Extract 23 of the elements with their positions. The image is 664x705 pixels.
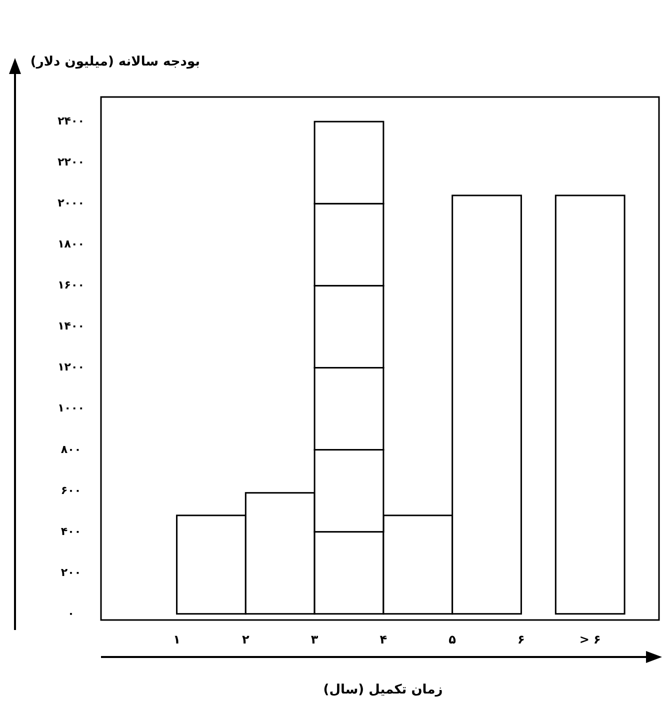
x-tick-label: > ۶ xyxy=(579,632,601,646)
y-tick-label: ۲۲۰۰ xyxy=(58,156,84,169)
x-tick-label: ۴ xyxy=(380,632,388,646)
y-tick-label: ۱۸۰۰ xyxy=(58,238,84,251)
y-tick-label: ۱۴۰۰ xyxy=(58,320,84,333)
x-tick-label: ۱ xyxy=(173,632,180,646)
y-tick-label: ۲۴۰۰ xyxy=(58,114,84,128)
x-tick-label: ۳ xyxy=(310,632,319,646)
y-tick-label: ۱۰۰۰ xyxy=(58,402,84,415)
y-tick-label: ۲۰۰ xyxy=(60,566,82,579)
y-tick-label: ۲۰۰۰ xyxy=(58,196,84,210)
x-tick-label: ۶ xyxy=(518,632,525,646)
y-tick-label: ۰ xyxy=(68,606,74,620)
y-tick-label: ۸۰۰ xyxy=(60,442,82,456)
x-axis-title: زمان تکمیل (سال) xyxy=(323,682,443,698)
bar xyxy=(554,194,626,615)
y-tick-label: ۴۰۰ xyxy=(60,524,82,538)
y-tick-label: ۱۶۰۰ xyxy=(58,278,84,292)
x-tick-label: ۵ xyxy=(448,632,456,646)
y-axis-title: بودجه سالانه (میلیون دلار) xyxy=(30,54,200,70)
y-tick-label: ۶۰۰ xyxy=(60,484,82,497)
x-tick-label: ۲ xyxy=(242,632,250,646)
y-tick-label: ۱۲۰۰ xyxy=(58,360,84,374)
